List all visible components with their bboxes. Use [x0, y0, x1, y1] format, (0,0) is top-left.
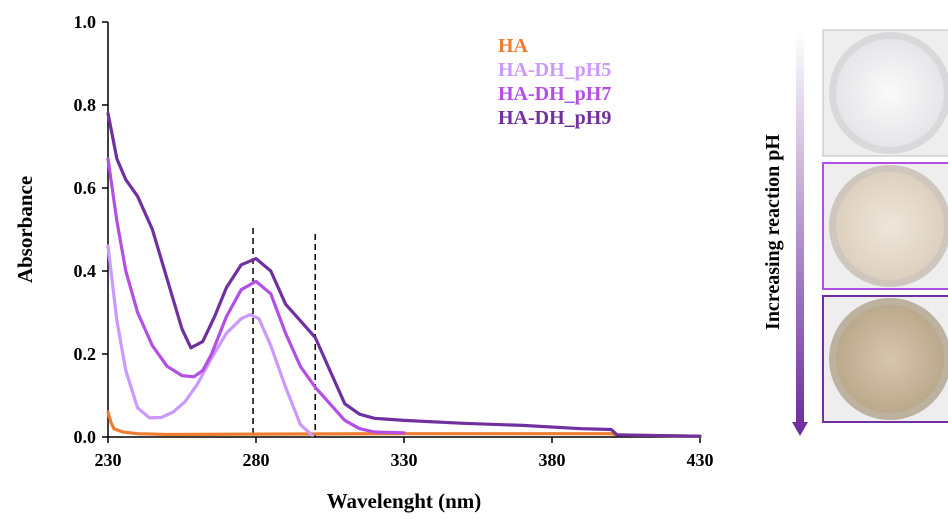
x-tick-label: 330	[391, 450, 418, 470]
series-line-ha-dh-ph5	[106, 244, 314, 437]
x-ticks: 230 280 330 380 430	[95, 437, 714, 470]
series-line-ha-dh-ph7	[106, 157, 406, 435]
ph-gradient-arrow-shaft	[796, 32, 804, 422]
sample-photo-1	[822, 29, 948, 157]
y-axis-title: Absorbance	[13, 176, 37, 283]
ph-gradient-arrow-head	[792, 422, 808, 436]
legend-entry: HA	[498, 35, 529, 57]
legend-entry: HA-DH_pH9	[498, 107, 611, 129]
petri-dish-powder	[836, 305, 944, 413]
petri-dish-powder	[836, 39, 944, 147]
sample-photo-panel: Increasing reaction pH	[762, 29, 948, 436]
y-tick-label: 0.6	[74, 178, 97, 198]
y-tick-label: 0.4	[74, 261, 97, 281]
series-line-ha	[106, 410, 702, 438]
series-line-ha-dh-ph9	[106, 111, 702, 438]
y-tick-label: 0.8	[74, 95, 97, 115]
ph-arrow-label: Increasing reaction pH	[762, 134, 784, 330]
petri-dish-powder	[836, 172, 944, 280]
y-tick-label: 0.0	[74, 427, 97, 447]
y-tick-label: 0.2	[74, 344, 97, 364]
legend-entry: HA-DH_pH5	[498, 59, 611, 81]
y-tick-label: 1.0	[74, 12, 97, 32]
plot-area: 0.00.20.40.60.81.0 230 280 330 380 430 HAHA-…	[13, 12, 714, 513]
y-ticks: 0.0 0.2 0.4 0.6 0.8 1.0	[74, 12, 108, 447]
legend-entry: HA-DH_pH7	[498, 83, 611, 105]
sample-photo-3	[822, 295, 948, 423]
x-axis-title: Wavelenght (nm)	[327, 489, 482, 513]
x-tick-label: 380	[539, 450, 566, 470]
series-lines	[106, 111, 702, 438]
x-tick-label: 430	[687, 450, 714, 470]
x-tick-label: 230	[95, 450, 122, 470]
sample-photo-2	[822, 162, 948, 290]
sample-photos	[822, 29, 948, 423]
x-tick-label: 280	[243, 450, 270, 470]
